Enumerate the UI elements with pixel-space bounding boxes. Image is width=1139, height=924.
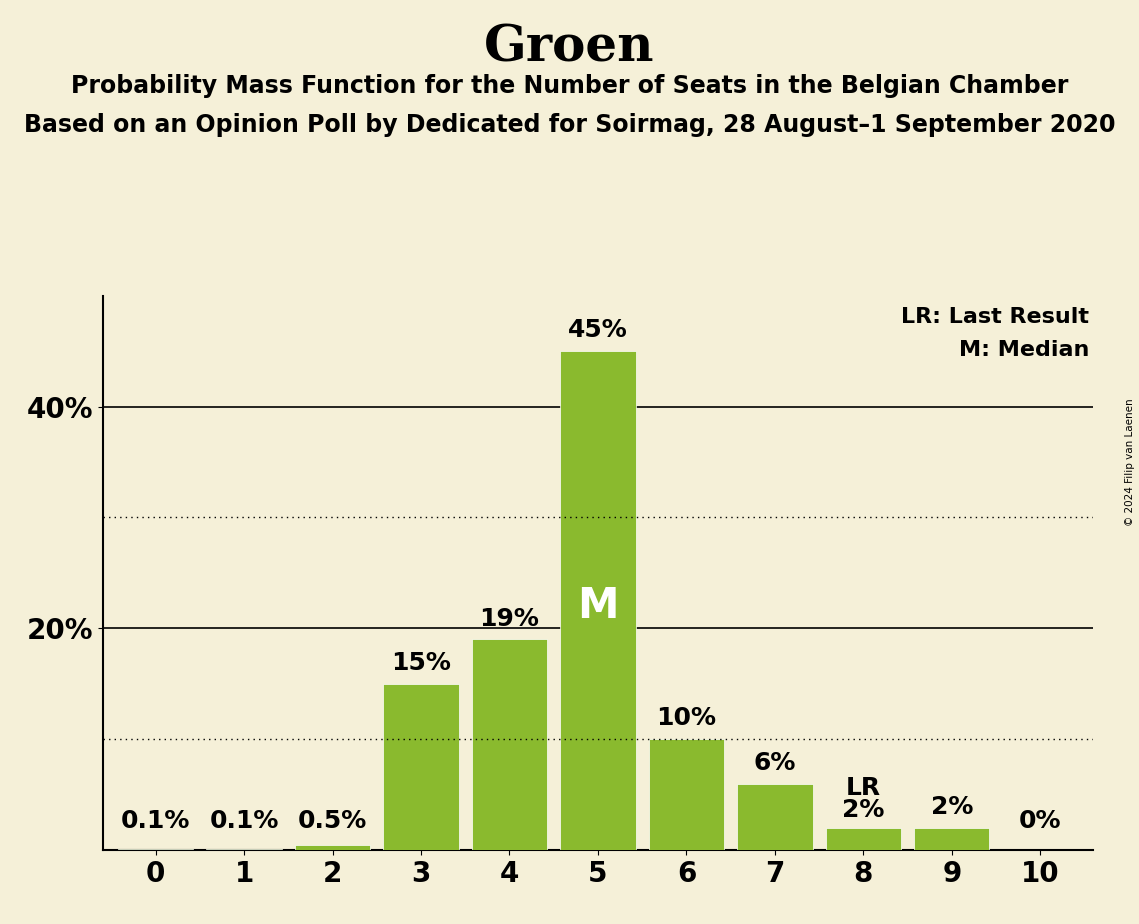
Text: 6%: 6% xyxy=(754,750,796,774)
Text: 0%: 0% xyxy=(1019,809,1062,833)
Text: M: M xyxy=(577,585,618,627)
Text: 0.1%: 0.1% xyxy=(121,809,190,833)
Text: 19%: 19% xyxy=(480,606,540,630)
Bar xyxy=(295,845,370,850)
Text: © 2024 Filip van Laenen: © 2024 Filip van Laenen xyxy=(1125,398,1134,526)
Text: LR: Last Result: LR: Last Result xyxy=(901,307,1089,327)
Bar xyxy=(118,849,194,850)
Text: 2%: 2% xyxy=(842,798,885,822)
Bar xyxy=(384,684,459,850)
Bar xyxy=(472,639,547,850)
Text: LR: LR xyxy=(846,776,880,800)
Text: Groen: Groen xyxy=(484,23,655,72)
Text: 45%: 45% xyxy=(568,318,628,342)
Text: 15%: 15% xyxy=(391,650,451,675)
Text: 0.5%: 0.5% xyxy=(298,809,367,833)
Text: 0.1%: 0.1% xyxy=(210,809,279,833)
Bar xyxy=(737,784,812,850)
Text: M: Median: M: Median xyxy=(959,340,1089,360)
Bar xyxy=(826,828,901,850)
Text: Probability Mass Function for the Number of Seats in the Belgian Chamber: Probability Mass Function for the Number… xyxy=(71,74,1068,98)
Bar xyxy=(915,828,990,850)
Bar xyxy=(560,351,636,850)
Bar xyxy=(206,849,281,850)
Text: Based on an Opinion Poll by Dedicated for Soirmag, 28 August–1 September 2020: Based on an Opinion Poll by Dedicated fo… xyxy=(24,113,1115,137)
Bar xyxy=(649,739,724,850)
Text: 2%: 2% xyxy=(931,795,973,819)
Text: 10%: 10% xyxy=(656,706,716,730)
